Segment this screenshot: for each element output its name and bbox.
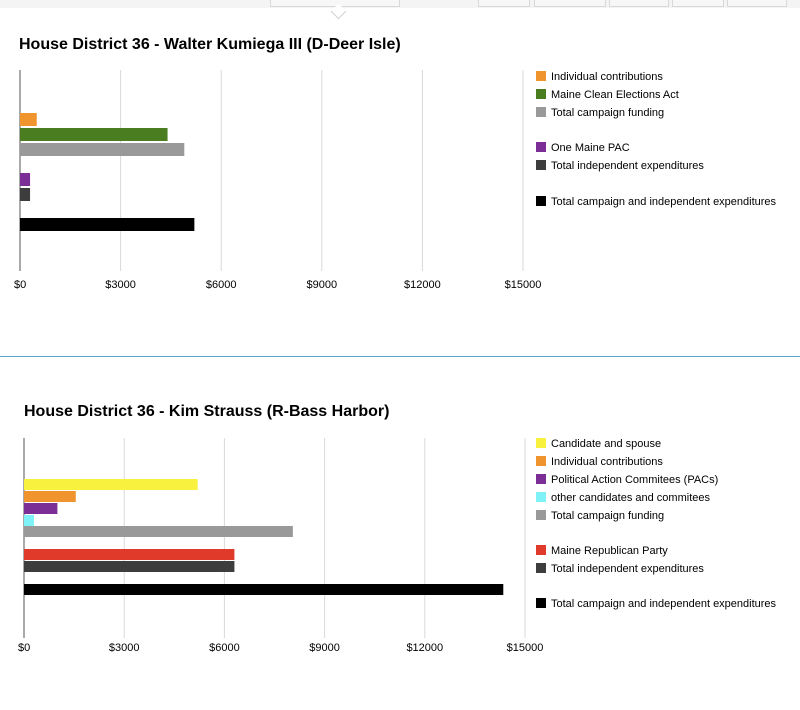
legend-swatch-strauss-7 bbox=[536, 598, 546, 608]
bar-strauss-3[interactable] bbox=[24, 515, 35, 526]
legend-label-strauss-5: Maine Republican Party bbox=[551, 545, 668, 557]
chart-title-kumiega: House District 36 - Walter Kumiega III (… bbox=[19, 36, 401, 53]
legend-swatch-strauss-1 bbox=[536, 456, 546, 466]
x-tick-label-kumiega-3: $9000 bbox=[307, 279, 338, 291]
bar-kumiega-5[interactable] bbox=[20, 218, 195, 231]
bar-strauss-2[interactable] bbox=[24, 503, 58, 514]
bar-kumiega-0[interactable] bbox=[20, 113, 37, 126]
x-tick-label-strauss-3: $9000 bbox=[309, 642, 340, 654]
legend-label-strauss-2: Political Action Commitees (PACs) bbox=[551, 474, 718, 486]
x-tick-label-kumiega-0: $0 bbox=[14, 279, 26, 291]
legend-swatch-strauss-2 bbox=[536, 474, 546, 484]
legend-swatch-kumiega-2 bbox=[536, 107, 546, 117]
x-tick-label-strauss-2: $6000 bbox=[209, 642, 240, 654]
section-divider bbox=[0, 356, 800, 357]
bar-strauss-5[interactable] bbox=[24, 549, 235, 560]
legend-swatch-strauss-6 bbox=[536, 563, 546, 573]
legend-swatch-kumiega-4 bbox=[536, 160, 546, 170]
bar-kumiega-4[interactable] bbox=[20, 188, 31, 201]
legend-swatch-strauss-0 bbox=[536, 438, 546, 448]
bar-kumiega-1[interactable] bbox=[20, 128, 168, 141]
legend-swatch-kumiega-1 bbox=[536, 89, 546, 99]
legend-label-strauss-6: Total independent expenditures bbox=[551, 563, 704, 575]
legend-label-kumiega-5: Total campaign and independent expenditu… bbox=[551, 196, 777, 208]
legend-label-kumiega-0: Individual contributions bbox=[551, 71, 663, 83]
bar-strauss-7[interactable] bbox=[24, 584, 504, 595]
top-tab[interactable] bbox=[534, 0, 606, 7]
bar-strauss-0[interactable] bbox=[24, 479, 198, 490]
x-tick-label-strauss-4: $12000 bbox=[406, 642, 443, 654]
legend-swatch-kumiega-0 bbox=[536, 71, 546, 81]
chart-title-strauss: House District 36 - Kim Strauss (R-Bass … bbox=[24, 403, 390, 420]
x-tick-label-strauss-1: $3000 bbox=[109, 642, 140, 654]
legend-swatch-kumiega-5 bbox=[536, 196, 546, 206]
legend-label-strauss-0: Candidate and spouse bbox=[551, 438, 661, 450]
x-tick-label-kumiega-5: $15000 bbox=[505, 279, 542, 291]
x-tick-label-strauss-5: $15000 bbox=[507, 642, 544, 654]
chart-kumiega: $0 $3000 $6000 $9000 $12000 $15000 Individual … bbox=[14, 70, 777, 291]
x-tick-label-kumiega-2: $6000 bbox=[206, 279, 237, 291]
x-tick-label-kumiega-4: $12000 bbox=[404, 279, 441, 291]
bar-strauss-6[interactable] bbox=[24, 561, 235, 572]
bar-kumiega-3[interactable] bbox=[20, 173, 31, 186]
legend-label-strauss-7: Total campaign and independent expenditu… bbox=[551, 598, 777, 610]
legend-label-kumiega-4: Total independent expenditures bbox=[551, 160, 704, 172]
legend-swatch-kumiega-3 bbox=[536, 142, 546, 152]
legend-label-kumiega-2: Total campaign funding bbox=[551, 107, 664, 119]
bar-strauss-1[interactable] bbox=[24, 491, 76, 502]
legend-swatch-strauss-3 bbox=[536, 492, 546, 502]
legend-swatch-strauss-5 bbox=[536, 545, 546, 555]
legend-label-strauss-4: Total campaign funding bbox=[551, 510, 664, 522]
legend-swatch-strauss-4 bbox=[536, 510, 546, 520]
legend-label-strauss-3: other candidates and commitees bbox=[551, 492, 710, 504]
legend-label-kumiega-3: One Maine PAC bbox=[551, 142, 630, 154]
legend-label-kumiega-1: Maine Clean Elections Act bbox=[551, 89, 679, 101]
bar-kumiega-2[interactable] bbox=[20, 143, 185, 156]
legend-label-strauss-1: Individual contributions bbox=[551, 456, 663, 468]
top-tab[interactable] bbox=[672, 0, 724, 7]
bar-strauss-4[interactable] bbox=[24, 526, 293, 537]
x-tick-label-strauss-0: $0 bbox=[18, 642, 30, 654]
top-tab-strip bbox=[0, 0, 800, 8]
x-tick-label-kumiega-1: $3000 bbox=[105, 279, 136, 291]
top-tab[interactable] bbox=[727, 0, 787, 7]
top-tab[interactable] bbox=[609, 0, 669, 7]
top-tab[interactable] bbox=[478, 0, 530, 7]
